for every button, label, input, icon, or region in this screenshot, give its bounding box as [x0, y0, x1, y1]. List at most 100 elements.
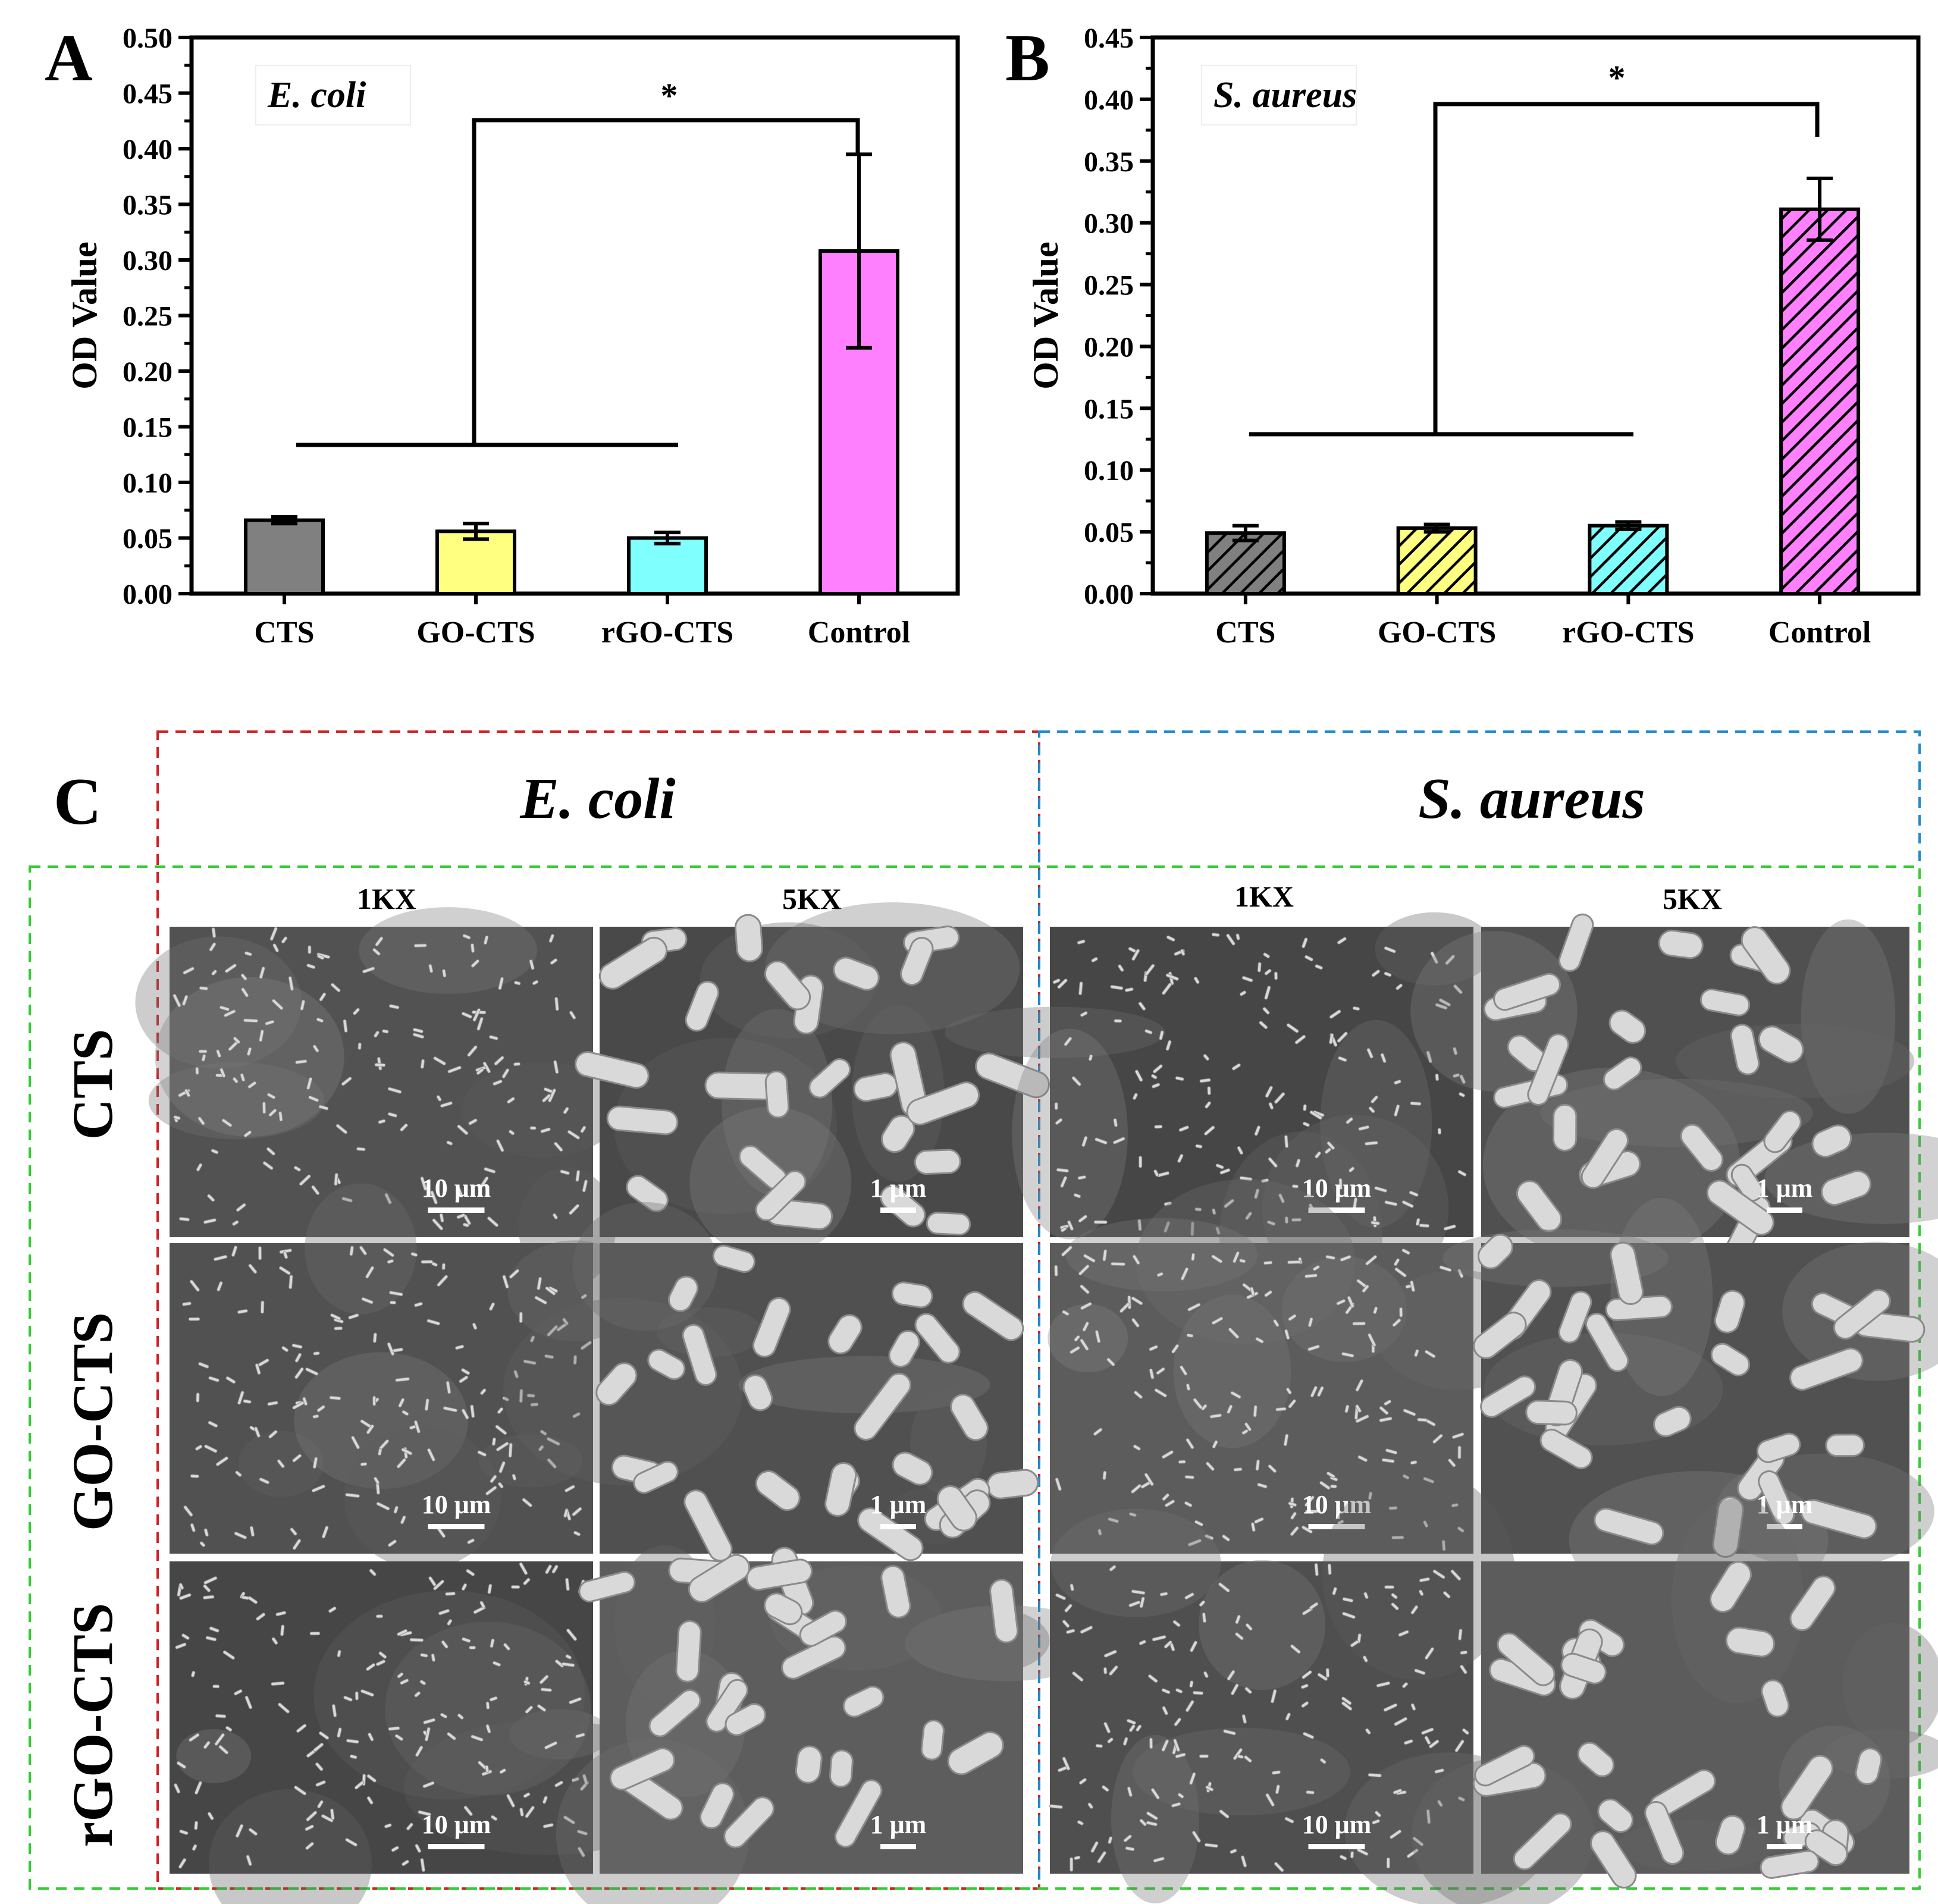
- bacterium: [1304, 955, 1313, 962]
- bacterium: [275, 1611, 287, 1617]
- scale-bar: [428, 1207, 485, 1213]
- bacterium: [249, 1526, 255, 1537]
- bacterium: [1254, 1125, 1261, 1136]
- bacterium: [1149, 1368, 1155, 1379]
- bacterium: [1438, 998, 1451, 1007]
- bacterium: [471, 1734, 484, 1742]
- bacterium: [457, 1713, 464, 1720]
- scale-bar-label: 1 μm: [1757, 1174, 1813, 1203]
- bacterium: [519, 1312, 523, 1323]
- bacterium: [1264, 969, 1272, 975]
- bacterium: [490, 1638, 495, 1648]
- bacterium: [742, 1374, 773, 1411]
- bacterium: [1401, 1249, 1410, 1255]
- bacterium: [1362, 1284, 1369, 1293]
- bacterium: [265, 1020, 275, 1025]
- bacterium: [1725, 1626, 1776, 1658]
- sem-texture: [1065, 1218, 1258, 1292]
- bacterium: [173, 1115, 181, 1120]
- bacterium: [1315, 964, 1323, 970]
- bacterium: [496, 1441, 509, 1451]
- bacterium: [1432, 1569, 1445, 1579]
- bacterium: [1245, 1623, 1253, 1631]
- bacterium: [427, 1319, 440, 1326]
- bacterium: [892, 1451, 933, 1486]
- bacterium: [647, 1348, 686, 1381]
- bacterium: [1080, 1302, 1092, 1310]
- bacterium: [421, 1260, 434, 1264]
- bacterium: [1371, 1221, 1380, 1225]
- bacterium: [1133, 1444, 1141, 1451]
- bacterium: [1352, 1006, 1360, 1011]
- y-tick-label: 0.00: [123, 579, 173, 610]
- scale-bar: [428, 1844, 485, 1849]
- bacterium: [192, 1844, 197, 1851]
- bacterium: [351, 1435, 360, 1450]
- bacterium: [1437, 1800, 1443, 1807]
- bacterium: [256, 1613, 266, 1621]
- bacterium: [412, 1033, 425, 1039]
- bacterium: [1525, 1400, 1578, 1426]
- bacterium: [196, 1392, 200, 1403]
- bacterium: [1338, 1178, 1343, 1190]
- bacterium: [1264, 1290, 1272, 1297]
- bacterium: [1191, 1830, 1201, 1843]
- mag-ecoli-5kx: 5KX: [782, 882, 842, 915]
- significance-bracket: [1433, 102, 1820, 434]
- bacterium: [1415, 1218, 1420, 1226]
- bar-go-cts: [1396, 526, 1478, 596]
- bacterium: [1128, 1600, 1141, 1608]
- bacterium: [1393, 1789, 1403, 1795]
- bacterium: [1087, 1802, 1093, 1809]
- bacterium: [1342, 1611, 1356, 1619]
- bacterium: [378, 1119, 386, 1124]
- bacterium: [1304, 1273, 1318, 1278]
- bacterium: [1212, 1208, 1216, 1215]
- bacterium: [1153, 1856, 1165, 1863]
- bacterium: [554, 997, 559, 1011]
- bacterium: [1139, 1640, 1146, 1645]
- bacterium: [522, 1498, 532, 1507]
- bacterium: [345, 1492, 360, 1498]
- bacterium: [1055, 1478, 1062, 1491]
- bacterium: [1287, 1260, 1302, 1265]
- bacterium: [281, 1346, 289, 1352]
- bacterium: [1337, 937, 1347, 945]
- bacterium: [1730, 1163, 1764, 1202]
- bacterium: [175, 1642, 187, 1649]
- bacterium: [1184, 1592, 1194, 1600]
- mag-ecoli-1kx: 1KX: [357, 882, 416, 915]
- bacterium: [573, 1354, 578, 1365]
- bacterium: [1147, 1674, 1158, 1683]
- bacterium: [513, 1062, 521, 1067]
- bacterium: [1394, 1267, 1407, 1278]
- bacterium: [312, 1044, 319, 1053]
- bacterium: [462, 934, 471, 940]
- bacterium: [1184, 1501, 1193, 1507]
- bacterium: [1103, 1667, 1108, 1674]
- sem-texture: [1050, 1508, 1221, 1617]
- bacterium: [201, 1054, 206, 1062]
- bacterium: [456, 1213, 466, 1219]
- bacterium: [1175, 1688, 1183, 1693]
- bacterium: [1324, 1147, 1331, 1154]
- sem-tile-r1-c1: 10 μm: [135, 907, 622, 1289]
- bacterium: [1362, 1655, 1368, 1663]
- bacterium: [470, 1404, 475, 1418]
- bacterium: [595, 1362, 638, 1406]
- bacterium: [1285, 1712, 1291, 1721]
- bacterium: [1185, 1700, 1194, 1712]
- bacterium: [182, 1301, 192, 1306]
- bacterium: [519, 1808, 524, 1817]
- sem-texture: [359, 907, 537, 994]
- bacterium: [1356, 1848, 1369, 1856]
- sem-texture: [176, 1729, 252, 1783]
- sem-texture: [1048, 1304, 1128, 1373]
- bacterium: [1088, 1054, 1093, 1061]
- bacterium: [384, 1193, 392, 1204]
- bacterium: [467, 1045, 478, 1057]
- bacterium: [204, 1444, 218, 1453]
- bacterium: [258, 1359, 269, 1367]
- bacterium: [548, 934, 554, 943]
- bacterium: [198, 1362, 209, 1369]
